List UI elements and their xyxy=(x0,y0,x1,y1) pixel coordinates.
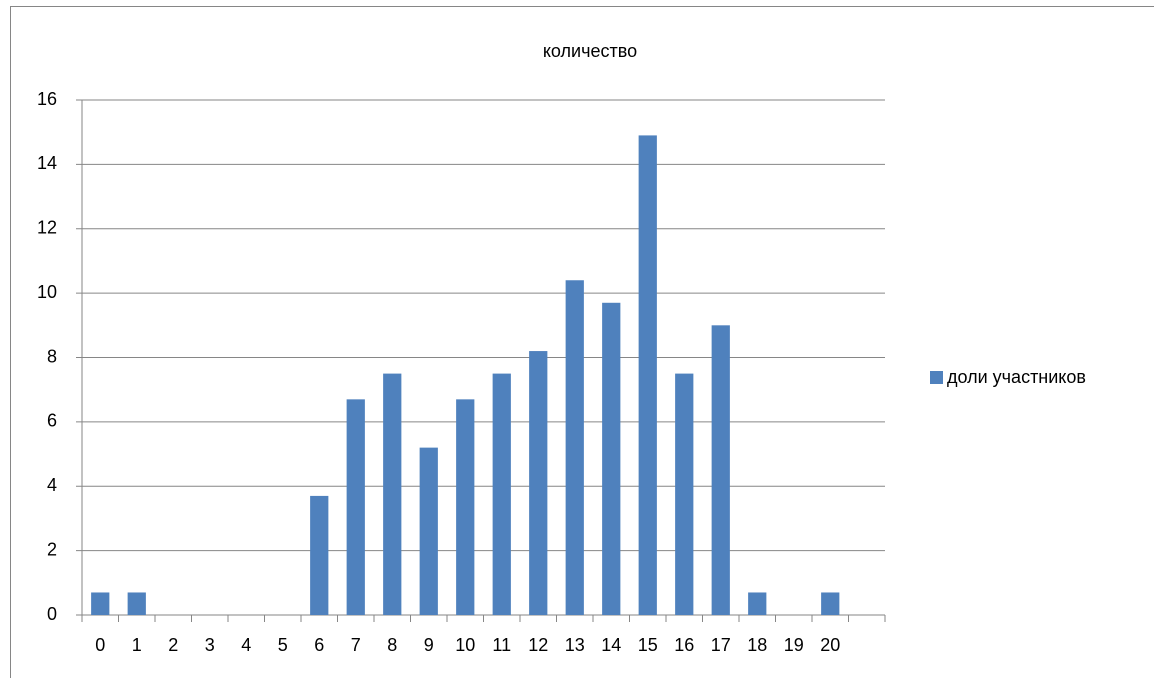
bar xyxy=(821,592,840,615)
legend-swatch xyxy=(930,371,943,384)
x-tick-label: 11 xyxy=(492,635,511,655)
bar xyxy=(456,399,475,615)
x-tick-label: 0 xyxy=(95,635,105,655)
y-tick-label: 14 xyxy=(37,153,57,173)
y-tick-label: 2 xyxy=(47,539,57,559)
bar xyxy=(675,373,694,615)
y-tick-label: 10 xyxy=(37,282,57,302)
bar xyxy=(419,447,438,615)
x-tick-label: 2 xyxy=(168,635,178,655)
x-tick-label: 19 xyxy=(784,635,804,655)
x-tick-label: 10 xyxy=(455,635,475,655)
bar xyxy=(529,351,548,615)
bar xyxy=(91,592,110,615)
y-tick-label: 4 xyxy=(47,475,57,495)
y-tick-label: 0 xyxy=(47,604,57,624)
x-tick-label: 8 xyxy=(387,635,397,655)
y-tick-label: 12 xyxy=(37,218,57,238)
bar xyxy=(346,399,365,615)
x-tick-label: 5 xyxy=(278,635,288,655)
bar xyxy=(602,302,621,615)
chart-title: количество xyxy=(543,41,637,61)
x-tick-label: 13 xyxy=(565,635,585,655)
x-tick-label: 16 xyxy=(674,635,694,655)
x-tick-label: 14 xyxy=(601,635,621,655)
x-tick-label: 6 xyxy=(314,635,324,655)
bar xyxy=(492,373,511,615)
bar xyxy=(638,135,657,615)
x-tick-label: 15 xyxy=(638,635,658,655)
x-tick-label: 9 xyxy=(424,635,434,655)
x-tick-label: 4 xyxy=(241,635,251,655)
bar xyxy=(127,592,146,615)
x-tick-label: 3 xyxy=(205,635,215,655)
legend-label: доли участников xyxy=(947,367,1086,387)
x-tick-label: 20 xyxy=(820,635,840,655)
chart-border xyxy=(10,6,1154,678)
x-tick-label: 7 xyxy=(351,635,361,655)
bar xyxy=(711,325,730,615)
y-tick-label: 16 xyxy=(37,89,57,109)
y-tick-label: 6 xyxy=(47,411,57,431)
bar xyxy=(748,592,767,615)
y-tick-label: 8 xyxy=(47,346,57,366)
x-tick-label: 17 xyxy=(711,635,731,655)
x-tick-label: 12 xyxy=(528,635,548,655)
x-tick-label: 1 xyxy=(132,635,142,655)
x-tick-label: 18 xyxy=(747,635,767,655)
bar xyxy=(565,280,584,615)
bar xyxy=(383,373,402,615)
bar xyxy=(310,495,329,615)
